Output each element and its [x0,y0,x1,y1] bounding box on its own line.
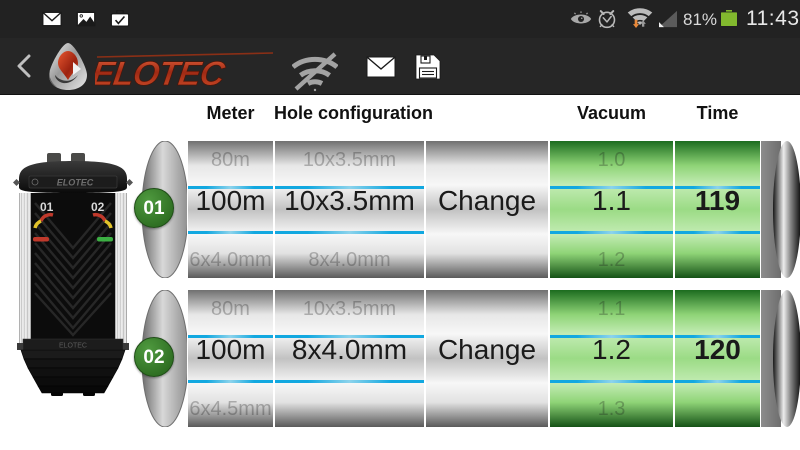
svg-text:ELOTEC: ELOTEC [95,55,229,93]
